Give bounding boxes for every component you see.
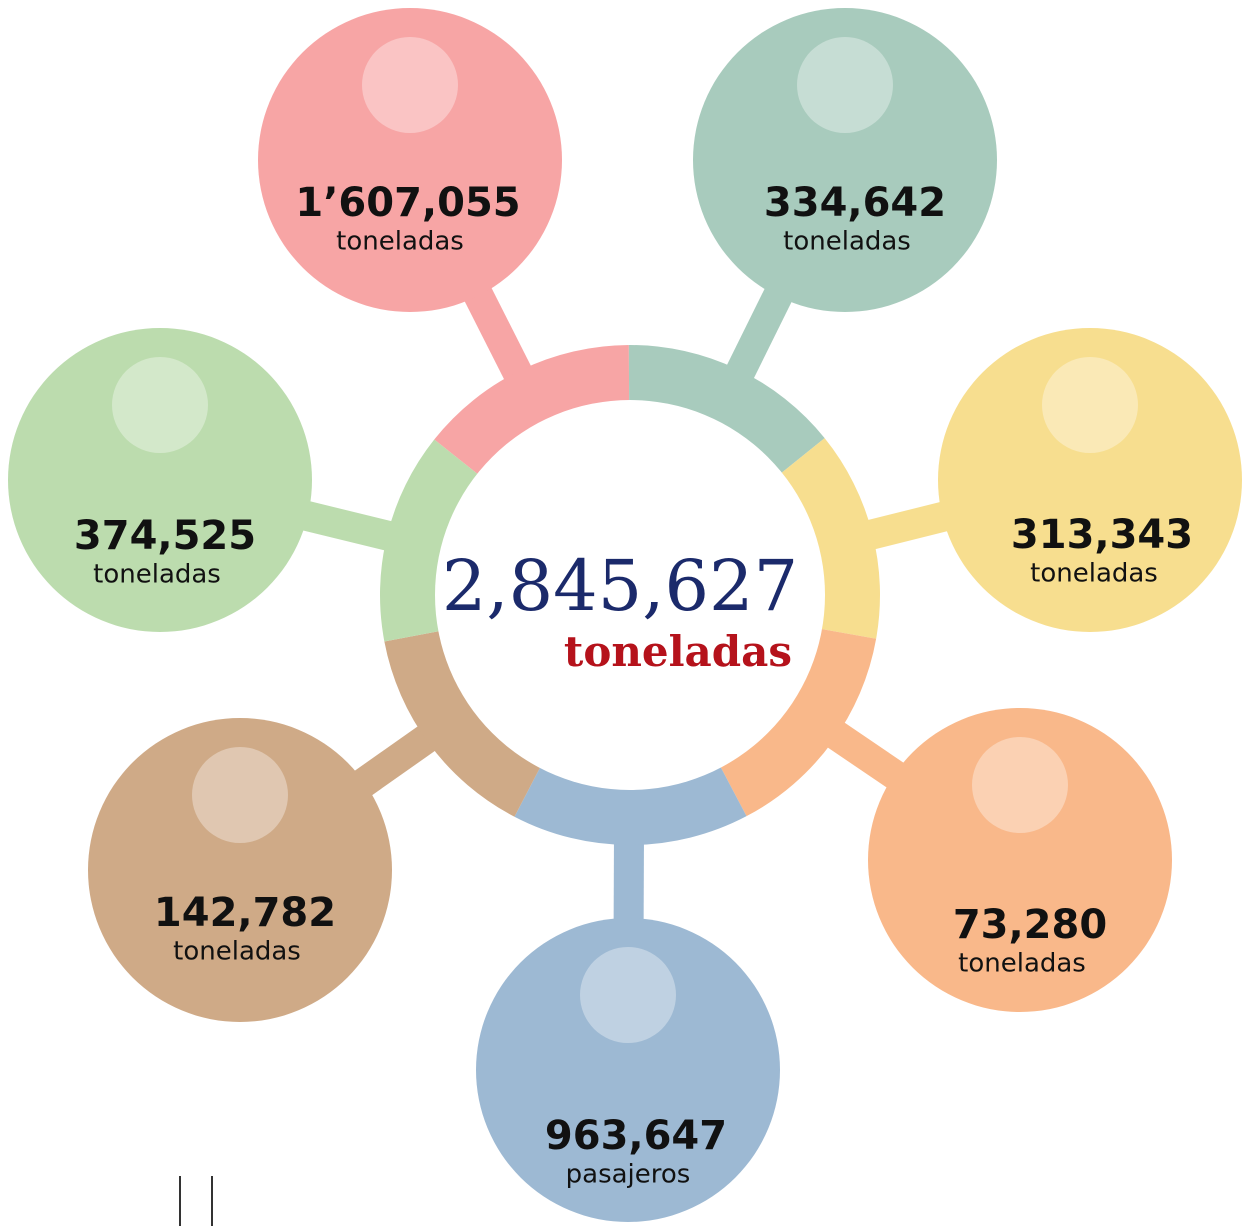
ring-segment [628, 345, 825, 476]
center-disc [435, 400, 825, 790]
node-icon [797, 37, 893, 133]
node-icon [1042, 357, 1138, 453]
node-value: 374,525 [74, 513, 256, 559]
ring-segment [384, 630, 543, 817]
node-unit: toneladas [93, 560, 221, 590]
node-unit: pasajeros [566, 1160, 691, 1190]
node-unit: toneladas [958, 949, 1086, 979]
node-value: 142,782 [154, 890, 336, 936]
node-value: 313,343 [1011, 512, 1193, 558]
ring-segment [777, 438, 880, 639]
node-circle [868, 708, 1172, 1012]
node-icon [112, 357, 208, 453]
center-value: 2,845,627 [442, 545, 798, 627]
node-value: 73,280 [953, 902, 1107, 948]
node-unit: toneladas [1030, 559, 1158, 589]
node-icon [192, 747, 288, 843]
node-circle [8, 328, 312, 632]
ring-segment [379, 439, 482, 642]
nodes: 1’607,055toneladas334,642toneladas313,34… [8, 8, 1242, 1222]
node-value: 1’607,055 [295, 180, 520, 226]
node-value: 334,642 [764, 180, 946, 226]
node-circle [938, 328, 1242, 632]
node-circle [88, 718, 392, 1022]
ring [379, 345, 880, 845]
node-icon [362, 37, 458, 133]
node-unit: toneladas [336, 227, 464, 257]
node-icon [972, 737, 1068, 833]
node-circle [693, 8, 997, 312]
center-unit: toneladas [564, 627, 792, 676]
node-circle [476, 918, 780, 1222]
node-icon [580, 947, 676, 1043]
ring-segment [514, 763, 747, 845]
node-unit: toneladas [783, 227, 911, 257]
ring-segment [718, 628, 877, 817]
ring-segment [434, 345, 630, 477]
node-circle [258, 8, 562, 312]
node-unit: toneladas [173, 937, 301, 967]
node-value: 963,647 [545, 1113, 727, 1159]
